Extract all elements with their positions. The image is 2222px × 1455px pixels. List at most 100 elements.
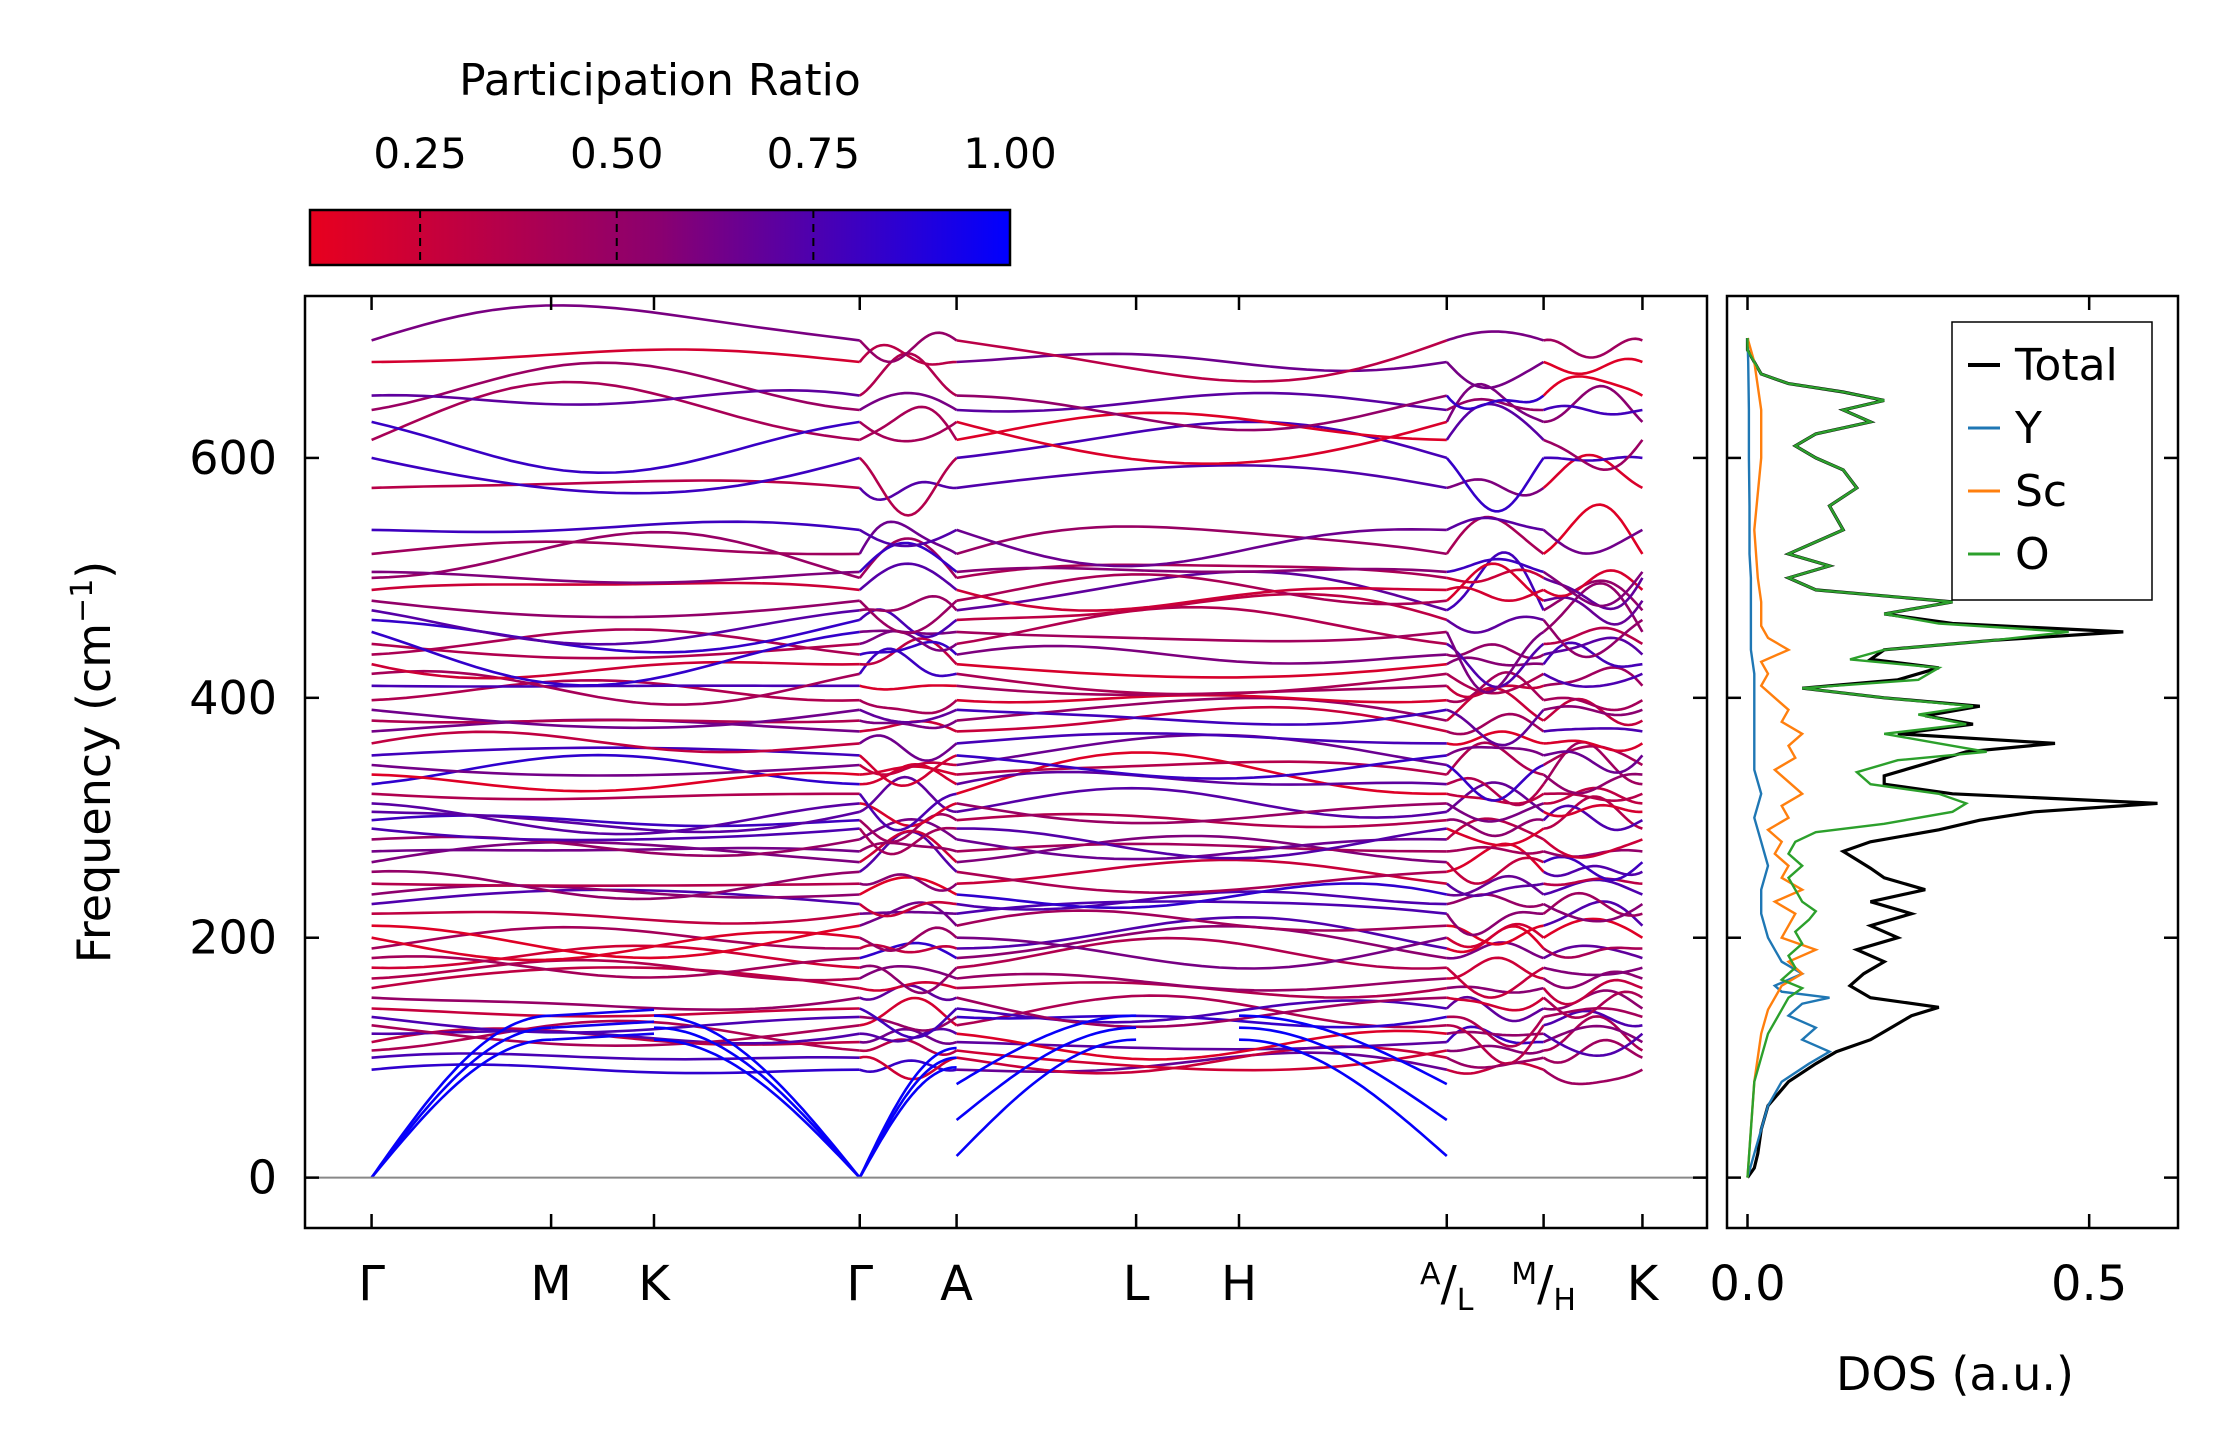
- phonon-band: [1445, 402, 1545, 441]
- phonon-band: [859, 775, 957, 814]
- y-axis-label-main: Frequency (cm: [67, 623, 121, 963]
- phonon-band: [1542, 375, 1644, 397]
- phonon-band: [371, 684, 860, 688]
- phonon-band: [956, 570, 1448, 612]
- acoustic-branch: [370, 1014, 552, 1179]
- phonon-band: [371, 1015, 860, 1034]
- phonon-band: [956, 394, 1448, 432]
- phonon-band: [1542, 917, 1644, 939]
- dos-series-sc: [1746, 337, 1820, 1178]
- phonon-band: [1542, 528, 1644, 555]
- phonon-band: [956, 411, 1447, 442]
- legend-label-y: Y: [2014, 403, 2042, 454]
- phonon-band: [1542, 570, 1644, 608]
- phonon-band: [956, 858, 1447, 885]
- x-tick-label: Γ: [358, 1256, 385, 1312]
- phonon-band: [956, 751, 1447, 796]
- y-axis-label-sup: −1: [65, 579, 100, 623]
- phonon-band: [1543, 357, 1643, 376]
- phonon-band: [1446, 1015, 1545, 1048]
- phonon-band: [1445, 394, 1545, 411]
- acoustic-branch: [858, 1046, 957, 1179]
- phonon-band: [956, 708, 1448, 726]
- phonon-band: [1542, 453, 1644, 490]
- phonon-band: [956, 890, 1447, 911]
- phonon-band: [858, 754, 958, 788]
- phonon-band: [956, 754, 1447, 780]
- phonon-band: [956, 605, 1447, 646]
- phonon-band: [1446, 1024, 1545, 1065]
- phonon-band: [371, 771, 860, 793]
- phonon-band: [956, 587, 1447, 612]
- x-tick-label-fraction: M/H: [1511, 1256, 1576, 1318]
- phonon-band: [1543, 848, 1643, 858]
- phonon-band: [1543, 696, 1644, 712]
- phonon-band: [956, 672, 1447, 696]
- acoustic-branch: [653, 1026, 861, 1179]
- phonon-band: [1446, 818, 1544, 838]
- phonon-band: [859, 405, 958, 442]
- phonon-band: [1446, 708, 1545, 747]
- dos-lines: [1745, 337, 2158, 1179]
- phonon-band: [371, 730, 860, 754]
- phonon-band: [956, 842, 1447, 853]
- colorbar-tick-label: 0.75: [767, 129, 861, 178]
- phonon-band: [1445, 382, 1545, 424]
- phonon-band: [371, 530, 861, 580]
- phonon-band: [1445, 995, 1545, 1023]
- y-tick-label: 0: [248, 1151, 277, 1205]
- phonon-band: [1446, 1030, 1544, 1037]
- phonon-band: [859, 629, 958, 652]
- phonon-band: [371, 388, 860, 406]
- acoustic-branch: [551, 1032, 655, 1041]
- dos-x-tick-label: 0.5: [2051, 1256, 2127, 1312]
- phonon-band: [859, 1027, 957, 1046]
- phonon-band: [1446, 996, 1545, 1012]
- phonon-band: [858, 480, 957, 502]
- phonon-band: [858, 520, 958, 556]
- phonon-band: [371, 746, 860, 757]
- dos-y-ticks: [1727, 456, 2178, 1179]
- phonon-band: [371, 599, 860, 619]
- phonon-band: [1542, 672, 1643, 689]
- phonon-band: [371, 910, 860, 925]
- phonon-band: [1542, 581, 1644, 633]
- x-tick-label: K: [638, 1256, 671, 1312]
- phonon-band: [1543, 944, 1643, 960]
- phonon-band: [371, 958, 860, 982]
- phonon-band: [956, 391, 1447, 413]
- phonon-band: [956, 733, 1448, 767]
- dos-legend: Total Y Sc O: [1951, 321, 2153, 601]
- phonon-band: [1446, 642, 1545, 689]
- phonon-band: [859, 1059, 957, 1074]
- y-axis-label: Frequency (cm−1): [65, 561, 121, 964]
- phonon-band: [859, 699, 958, 715]
- phonon-band: [1446, 893, 1545, 909]
- phonon-band: [956, 972, 1447, 992]
- y-tick-label: 600: [189, 431, 277, 485]
- acoustic-branch: [653, 1014, 861, 1179]
- phonon-band: [956, 1051, 1448, 1074]
- dos-x-tick-label: 0.0: [1709, 1256, 1785, 1312]
- phonon-band: [858, 900, 957, 918]
- phonon-band: [1445, 457, 1545, 513]
- phonon-band: [956, 463, 1448, 490]
- phonon-band: [859, 873, 958, 892]
- colorbar-title: Participation Ratio: [459, 55, 861, 106]
- y-axis-label-end: ): [67, 561, 121, 579]
- phonon-band: [956, 770, 1447, 786]
- phonon-band: [371, 420, 860, 475]
- phonon-band: [371, 361, 860, 412]
- phonon-band: [371, 1019, 860, 1052]
- phonon-band: [1446, 712, 1545, 736]
- phonon-band: [858, 541, 958, 573]
- acoustic-branch: [1238, 1038, 1448, 1157]
- phonon-band: [1446, 557, 1544, 574]
- phonon-band: [1446, 330, 1544, 342]
- dos-series-y: [1746, 337, 1833, 1178]
- phonon-band: [956, 882, 1448, 910]
- phonon-band: [371, 869, 860, 901]
- phonon-band: [1446, 985, 1544, 994]
- phonon-band: [371, 763, 860, 777]
- phonon-band: [371, 930, 860, 962]
